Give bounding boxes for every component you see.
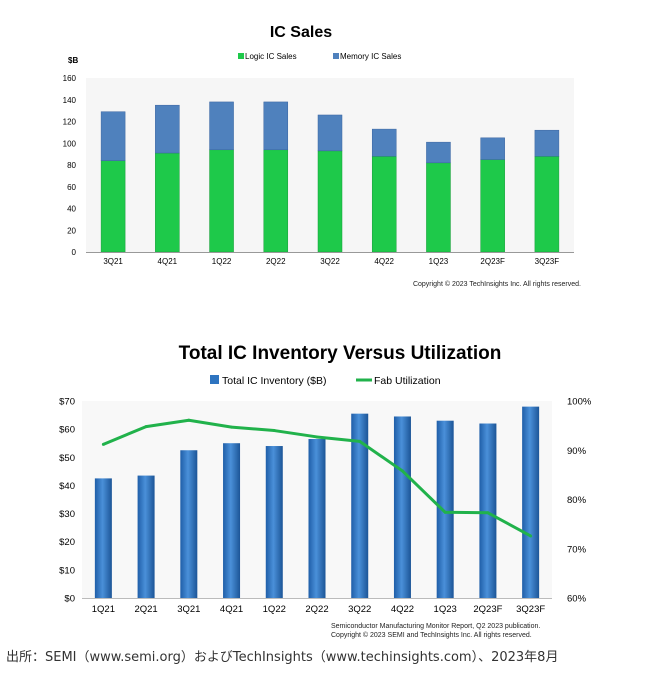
point-fab-utilization xyxy=(529,534,533,538)
bar-logic xyxy=(317,150,343,253)
ic-sales-chart: IC Sales $B Logic IC Sales Memory IC Sal… xyxy=(63,24,581,288)
x-tick-label: 3Q23F xyxy=(535,257,560,266)
legend-swatch-logic xyxy=(238,53,244,59)
bar-memory xyxy=(480,137,505,160)
x-tick-label: 4Q21 xyxy=(220,604,243,615)
bar-inventory xyxy=(137,475,155,598)
bar-logic xyxy=(155,152,180,253)
point-fab-utilization xyxy=(230,425,234,429)
y2-tick-label: 90% xyxy=(567,446,587,457)
bar-memory xyxy=(534,129,560,157)
bar-logic xyxy=(100,160,126,253)
bar-inventory xyxy=(180,450,198,598)
x-tick-label: 1Q22 xyxy=(263,604,286,615)
chart-title: IC Sales xyxy=(270,24,332,41)
bar-memory xyxy=(263,101,289,151)
legend-label-utilization: Fab Utilization xyxy=(374,375,441,387)
x-tick-label: 4Q21 xyxy=(158,257,178,266)
legend-label-inventory: Total IC Inventory ($B) xyxy=(222,375,326,387)
bar-inventory xyxy=(308,438,326,598)
y-tick-label: 40 xyxy=(67,205,76,214)
copyright-note: Copyright © 2023 TechInsights Inc. All r… xyxy=(413,280,581,288)
x-tick-label: 2Q23F xyxy=(480,257,505,266)
y-tick-label: $40 xyxy=(59,481,75,492)
bar-inventory xyxy=(522,406,540,598)
point-fab-utilization xyxy=(187,418,191,422)
bar-logic xyxy=(209,149,234,253)
x-tick-label: 1Q23 xyxy=(429,257,449,266)
x-tick-label: 2Q21 xyxy=(134,604,157,615)
y-axis-label: $B xyxy=(68,56,78,65)
y-tick-label: 120 xyxy=(63,118,77,127)
point-fab-utilization xyxy=(315,435,319,439)
x-tick-label: 2Q22 xyxy=(266,257,286,266)
y2-tick-label: 80% xyxy=(567,495,587,506)
x-tick-label: 3Q23F xyxy=(516,604,545,615)
y-tick-label: $30 xyxy=(59,509,75,520)
y-tick-label: 0 xyxy=(72,248,77,257)
y-tick-label: $20 xyxy=(59,537,75,548)
bar-inventory xyxy=(393,416,411,598)
x-tick-label: 4Q22 xyxy=(391,604,414,615)
bar-inventory xyxy=(265,446,283,598)
y-tick-label: 20 xyxy=(67,226,76,235)
point-fab-utilization xyxy=(144,425,148,429)
copyright-note: Copyright © 2023 SEMI and TechInsights I… xyxy=(331,631,532,639)
y2-tick-label: 100% xyxy=(567,397,592,408)
x-tick-label: 1Q21 xyxy=(92,604,115,615)
bar-logic xyxy=(480,159,505,253)
bar-inventory xyxy=(351,413,369,598)
bar-logic xyxy=(371,156,397,253)
inventory-utilization-chart: Total IC Inventory Versus Utilization To… xyxy=(59,343,592,639)
chart-title: Total IC Inventory Versus Utilization xyxy=(179,343,502,364)
y-tick-label: 60 xyxy=(67,183,76,192)
y-tick-label: 160 xyxy=(63,74,77,83)
y-tick-label: 80 xyxy=(67,161,76,170)
y-tick-label: $60 xyxy=(59,425,75,436)
bar-logic xyxy=(534,156,560,253)
y2-tick-label: 70% xyxy=(567,544,587,555)
legend-label-memory: Memory IC Sales xyxy=(340,52,401,61)
bar-logic xyxy=(426,162,451,253)
y-tick-label: $50 xyxy=(59,453,75,464)
point-fab-utilization xyxy=(358,439,362,443)
bar-memory xyxy=(317,114,343,152)
y-tick-label: $70 xyxy=(59,397,75,408)
x-tick-label: 1Q22 xyxy=(212,257,232,266)
y2-tick-label: 60% xyxy=(567,594,587,605)
y-tick-label: $0 xyxy=(64,594,75,605)
y-tick-label: $10 xyxy=(59,565,75,576)
x-tick-label: 3Q21 xyxy=(103,257,123,266)
point-fab-utilization xyxy=(443,510,447,514)
x-tick-label: 2Q23F xyxy=(473,604,502,615)
bar-memory xyxy=(155,104,180,154)
x-tick-label: 3Q22 xyxy=(348,604,371,615)
bar-logic xyxy=(263,149,289,253)
x-tick-label: 2Q22 xyxy=(305,604,328,615)
bar-memory xyxy=(426,141,451,164)
y-tick-label: 100 xyxy=(63,139,77,148)
point-fab-utilization xyxy=(400,469,404,473)
point-fab-utilization xyxy=(486,511,490,515)
x-tick-label: 1Q23 xyxy=(434,604,457,615)
x-tick-label: 3Q21 xyxy=(177,604,200,615)
legend-swatch-inventory xyxy=(210,375,219,384)
source-citation: 出所：SEMI（www.semi.org）およびTechInsights（www… xyxy=(6,650,559,665)
bar-memory xyxy=(209,101,234,151)
bar-memory xyxy=(100,111,126,161)
bar-inventory xyxy=(436,420,454,598)
y-tick-label: 140 xyxy=(63,96,77,105)
x-tick-label: 4Q22 xyxy=(374,257,394,266)
bar-memory xyxy=(371,128,397,157)
bar-inventory xyxy=(223,443,241,598)
source-note: Semiconductor Manufacturing Monitor Repo… xyxy=(331,623,540,630)
legend-label-logic: Logic IC Sales xyxy=(245,52,297,61)
point-fab-utilization xyxy=(101,442,105,446)
bar-inventory xyxy=(94,478,112,598)
x-tick-label: 3Q22 xyxy=(320,257,340,266)
legend-swatch-memory xyxy=(333,53,339,59)
point-fab-utilization xyxy=(272,429,276,433)
bar-inventory xyxy=(479,423,497,598)
